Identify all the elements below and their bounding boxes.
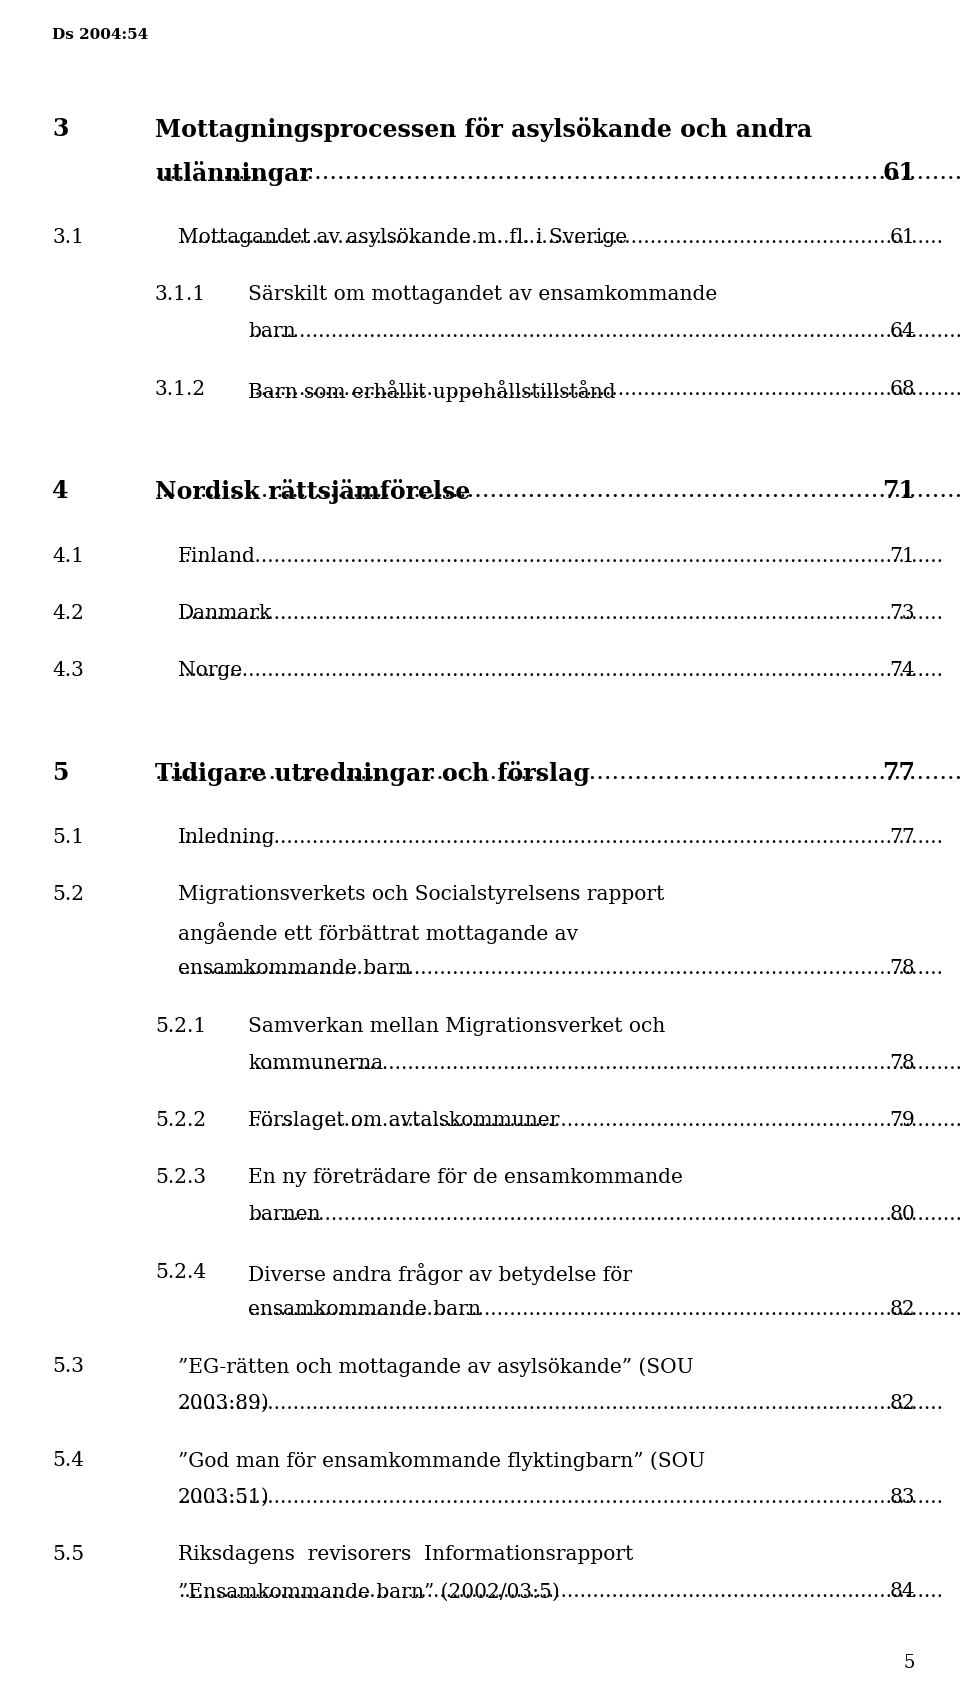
Text: Förslaget om avtalskommuner: Förslaget om avtalskommuner bbox=[248, 1112, 560, 1130]
Text: 4.3: 4.3 bbox=[52, 661, 84, 680]
Text: 5.2: 5.2 bbox=[52, 886, 84, 904]
Text: 80: 80 bbox=[889, 1205, 915, 1224]
Text: 5.4: 5.4 bbox=[52, 1452, 84, 1470]
Text: 5.2.4: 5.2.4 bbox=[155, 1263, 206, 1282]
Text: ”EG-rätten och mottagande av asylsökande” (SOU: ”EG-rätten och mottagande av asylsökande… bbox=[178, 1357, 694, 1377]
Text: Finland: Finland bbox=[178, 546, 256, 566]
Text: ................................................................................: ........................................… bbox=[178, 828, 943, 847]
Text: En ny företrädare för de ensamkommande: En ny företrädare för de ensamkommande bbox=[248, 1168, 683, 1187]
Text: ................................................................................: ........................................… bbox=[248, 1054, 960, 1073]
Text: ensamkommande barn: ensamkommande barn bbox=[248, 1299, 481, 1319]
Text: ................................................................................: ........................................… bbox=[155, 762, 960, 784]
Text: Ds 2004:54: Ds 2004:54 bbox=[52, 27, 148, 42]
Text: 64: 64 bbox=[889, 323, 915, 342]
Text: Nordisk rättsjämförelse: Nordisk rättsjämförelse bbox=[155, 479, 470, 505]
Text: ................................................................................: ........................................… bbox=[178, 546, 943, 566]
Text: kommunerna: kommunerna bbox=[248, 1054, 383, 1073]
Text: 68: 68 bbox=[889, 379, 915, 398]
Text: 3.1.2: 3.1.2 bbox=[155, 379, 206, 398]
Text: 82: 82 bbox=[889, 1299, 915, 1319]
Text: 77: 77 bbox=[889, 828, 915, 847]
Text: 4: 4 bbox=[52, 479, 68, 503]
Text: ................................................................................: ........................................… bbox=[178, 228, 943, 246]
Text: ................................................................................: ........................................… bbox=[155, 479, 960, 503]
Text: Danmark: Danmark bbox=[178, 604, 273, 622]
Text: 74: 74 bbox=[889, 661, 915, 680]
Text: 3: 3 bbox=[52, 117, 68, 141]
Text: 2003:51): 2003:51) bbox=[178, 1488, 270, 1508]
Text: Särskilt om mottagandet av ensamkommande: Särskilt om mottagandet av ensamkommande bbox=[248, 286, 717, 304]
Text: ................................................................................: ........................................… bbox=[248, 323, 960, 342]
Text: ................................................................................: ........................................… bbox=[178, 1394, 943, 1413]
Text: Norge: Norge bbox=[178, 661, 242, 680]
Text: Riksdagens  revisorers  Informationsrapport: Riksdagens revisorers Informationsrappor… bbox=[178, 1545, 634, 1564]
Text: 5.2.1: 5.2.1 bbox=[155, 1017, 206, 1035]
Text: ”Ensamkommande barn” (2002/03:5): ”Ensamkommande barn” (2002/03:5) bbox=[178, 1583, 560, 1601]
Text: 79: 79 bbox=[889, 1112, 915, 1130]
Text: 3.1.1: 3.1.1 bbox=[155, 286, 206, 304]
Text: 77: 77 bbox=[882, 762, 915, 785]
Text: 4.1: 4.1 bbox=[52, 546, 84, 566]
Text: barn: barn bbox=[248, 323, 296, 342]
Text: 78: 78 bbox=[889, 959, 915, 979]
Text: ................................................................................: ........................................… bbox=[248, 1205, 960, 1224]
Text: ................................................................................: ........................................… bbox=[178, 661, 943, 680]
Text: ................................................................................: ........................................… bbox=[248, 1112, 960, 1130]
Text: ................................................................................: ........................................… bbox=[248, 1299, 960, 1319]
Text: 5: 5 bbox=[52, 762, 68, 785]
Text: 5.5: 5.5 bbox=[52, 1545, 84, 1564]
Text: 71: 71 bbox=[882, 479, 915, 503]
Text: 4.2: 4.2 bbox=[52, 604, 84, 622]
Text: ................................................................................: ........................................… bbox=[178, 1488, 943, 1508]
Text: angående ett förbättrat mottagande av: angående ett förbättrat mottagande av bbox=[178, 923, 578, 945]
Text: ................................................................................: ........................................… bbox=[178, 959, 943, 979]
Text: Mottagningsprocessen för asylsökande och andra: Mottagningsprocessen för asylsökande och… bbox=[155, 117, 812, 143]
Text: ”God man för ensamkommande flyktingbarn” (SOU: ”God man för ensamkommande flyktingbarn”… bbox=[178, 1452, 706, 1470]
Text: Diverse andra frågor av betydelse för: Diverse andra frågor av betydelse för bbox=[248, 1263, 632, 1285]
Text: 61: 61 bbox=[882, 162, 915, 185]
Text: 83: 83 bbox=[889, 1488, 915, 1508]
Text: 5.1: 5.1 bbox=[52, 828, 84, 847]
Text: 5.3: 5.3 bbox=[52, 1357, 84, 1375]
Text: ................................................................................: ........................................… bbox=[248, 379, 960, 398]
Text: barnen: barnen bbox=[248, 1205, 321, 1224]
Text: 73: 73 bbox=[889, 604, 915, 622]
Text: ................................................................................: ........................................… bbox=[155, 162, 960, 184]
Text: 61: 61 bbox=[889, 228, 915, 246]
Text: 2003:89): 2003:89) bbox=[178, 1394, 270, 1413]
Text: 5: 5 bbox=[903, 1654, 915, 1673]
Text: Samverkan mellan Migrationsverket och: Samverkan mellan Migrationsverket och bbox=[248, 1017, 665, 1035]
Text: 71: 71 bbox=[889, 546, 915, 566]
Text: 78: 78 bbox=[889, 1054, 915, 1073]
Text: utlänningar: utlänningar bbox=[155, 162, 312, 185]
Text: 5.2.2: 5.2.2 bbox=[155, 1112, 206, 1130]
Text: Migrationsverkets och Socialstyrelsens rapport: Migrationsverkets och Socialstyrelsens r… bbox=[178, 886, 664, 904]
Text: 84: 84 bbox=[889, 1583, 915, 1601]
Text: Inledning: Inledning bbox=[178, 828, 276, 847]
Text: ensamkommande barn: ensamkommande barn bbox=[178, 959, 411, 979]
Text: 3.1: 3.1 bbox=[52, 228, 84, 246]
Text: 5.2.3: 5.2.3 bbox=[155, 1168, 206, 1187]
Text: Tidigare utredningar och förslag: Tidigare utredningar och förslag bbox=[155, 762, 589, 785]
Text: ................................................................................: ........................................… bbox=[178, 1583, 943, 1601]
Text: ................................................................................: ........................................… bbox=[178, 604, 943, 622]
Text: 82: 82 bbox=[889, 1394, 915, 1413]
Text: Barn som erhållit uppehållstillstånd: Barn som erhållit uppehållstillstånd bbox=[248, 379, 615, 401]
Text: Mottagandet av asylsökande m. fl. i Sverige: Mottagandet av asylsökande m. fl. i Sver… bbox=[178, 228, 627, 246]
